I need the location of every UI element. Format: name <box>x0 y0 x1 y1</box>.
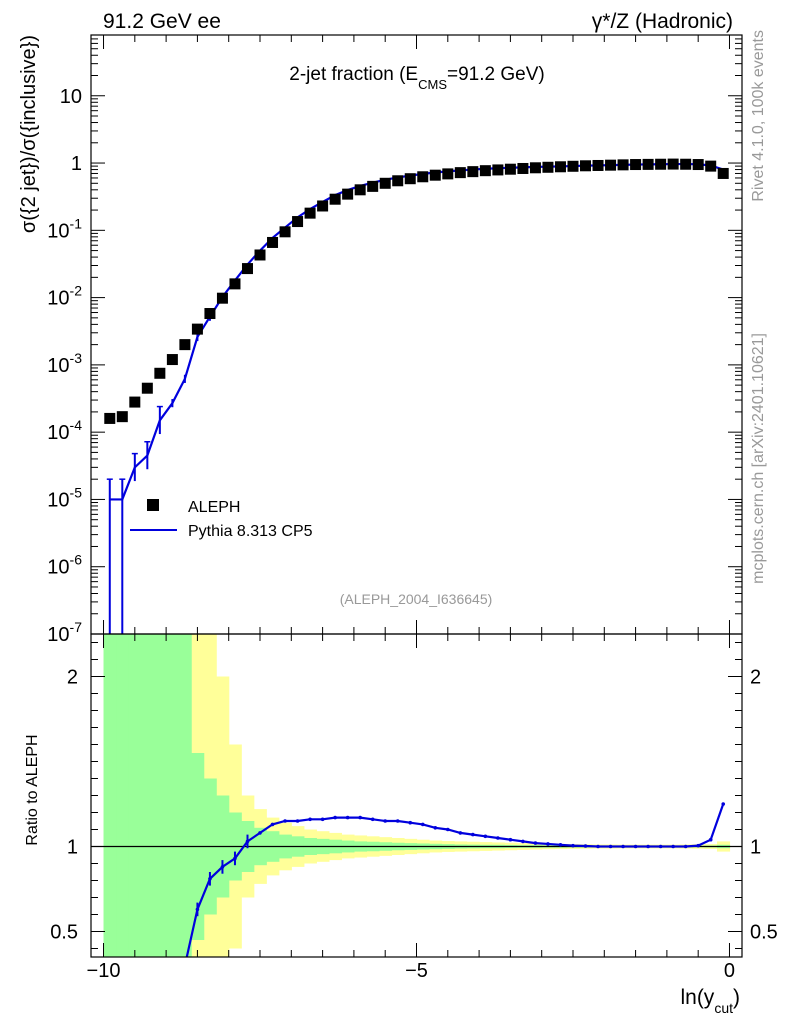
main-frame <box>90 34 743 635</box>
legend-pythia-label: Pythia 8.313 CP5 <box>188 523 313 540</box>
aleph-point <box>392 175 404 187</box>
rivet-version-label: Rivet 4.1.0, 100k events <box>750 30 767 202</box>
aleph-point <box>367 180 379 192</box>
aleph-point <box>354 184 366 196</box>
aleph-point <box>404 173 416 185</box>
y-tick-label: 10-1 <box>47 215 82 242</box>
aleph-point <box>116 411 128 423</box>
aleph-point <box>617 159 629 171</box>
aleph-point <box>479 165 491 177</box>
ratio-uncertainty-bands <box>103 634 731 957</box>
ratio-y-axis-label: Ratio to ALEPH <box>24 734 41 845</box>
aleph-point <box>379 177 391 189</box>
aleph-point <box>492 164 504 176</box>
ratio-y-tick-label-left: 2 <box>67 667 78 689</box>
aleph-point <box>317 200 329 212</box>
aleph-point <box>417 171 429 183</box>
x-axis-label: ln(ycut) <box>680 986 740 1016</box>
y-tick-label: 10-6 <box>47 552 82 579</box>
aleph-point <box>504 163 516 175</box>
axes: −10 −5 0 10-7 10-6 10-5 10-4 10-3 10-2 10-1 1 10 0.5… <box>47 34 778 982</box>
aleph-point <box>166 354 178 366</box>
y-tick-label: 1 <box>71 153 82 175</box>
aleph-point <box>129 396 141 408</box>
y-tick-label: 10 <box>60 86 82 108</box>
ratio-y-tick-label-right: 0.5 <box>750 922 778 944</box>
aleph-point <box>467 166 479 178</box>
legend-aleph-label: ALEPH <box>188 499 240 516</box>
aleph-point <box>605 159 617 171</box>
aleph-point <box>179 339 191 351</box>
aleph-point <box>216 292 228 304</box>
ratio-curve-group <box>185 802 726 957</box>
aleph-point <box>442 168 454 180</box>
aleph-point <box>241 263 253 275</box>
aleph-point <box>692 159 704 171</box>
aleph-point <box>580 160 592 172</box>
aleph-point <box>292 216 304 228</box>
y-tick-label: 10-4 <box>47 417 82 444</box>
x-tick-label: −5 <box>405 960 428 982</box>
y-tick-label: 10-3 <box>47 350 82 377</box>
aleph-point <box>279 226 291 238</box>
aleph-point <box>567 160 579 172</box>
header-left: 91.2 GeV ee <box>103 10 221 33</box>
aleph-point <box>267 236 279 248</box>
aleph-point <box>229 278 241 290</box>
aleph-point <box>717 167 729 179</box>
aleph-point <box>529 162 541 174</box>
aleph-point <box>191 323 203 335</box>
aleph-point <box>254 249 266 261</box>
aleph-point <box>667 158 679 170</box>
main-plot-group <box>104 158 729 634</box>
aleph-point <box>304 207 316 219</box>
x-tick-label: −10 <box>87 960 121 982</box>
main-series <box>104 158 729 634</box>
aleph-point <box>141 382 153 394</box>
ratio-band-inner-bin <box>103 634 117 957</box>
legend: ALEPH Pythia 8.313 CP5 <box>130 499 313 540</box>
ratio-band-inner-bin <box>178 634 192 957</box>
aleph-point <box>705 160 717 172</box>
aleph-point <box>542 161 554 173</box>
ratio-band-inner-bin <box>141 634 155 957</box>
y-tick-label: 10-5 <box>47 484 82 511</box>
ratio-series <box>185 802 726 957</box>
mcplots-source-label: mcplots.cern.ch [arXiv:2401.10621] <box>750 333 767 584</box>
aleph-point <box>104 412 116 424</box>
ratio-band-inner-bin <box>153 634 167 957</box>
aleph-point <box>454 167 466 179</box>
aleph-point <box>154 367 166 379</box>
ratio-y-tick-label-right: 1 <box>750 837 761 859</box>
aleph-point <box>204 308 216 320</box>
header-right: γ*/Z (Hadronic) <box>592 10 733 33</box>
x-tick-label: 0 <box>724 960 735 982</box>
main-title: 2-jet fraction (ECMS=91.2 GeV) <box>289 64 544 92</box>
aleph-point <box>342 188 354 200</box>
ratio-y-tick-label-left: 1 <box>67 837 78 859</box>
ratio-band-inner-bin <box>116 634 130 957</box>
main-y-axis-label: σ({2 jet})/σ({inclusive}) <box>18 35 40 233</box>
legend-aleph-marker <box>147 499 159 511</box>
analysis-tag: (ALEPH_2004_I636645) <box>340 591 493 607</box>
ratio-pythia-line <box>185 803 725 957</box>
aleph-point <box>329 193 341 205</box>
aleph-point <box>642 158 654 170</box>
ratio-band-inner-bin <box>166 634 180 957</box>
aleph-point <box>554 161 566 173</box>
aleph-point <box>517 162 529 174</box>
aleph-point <box>429 169 441 181</box>
aleph-point <box>630 159 642 171</box>
aleph-point <box>655 158 667 170</box>
y-tick-label: 10-7 <box>47 619 82 646</box>
ratio-y-tick-label-right: 2 <box>750 667 761 689</box>
aleph-point <box>680 158 692 170</box>
ratio-y-tick-label-left: 0.5 <box>50 922 78 944</box>
aleph-point <box>592 159 604 171</box>
y-tick-label: 10-2 <box>47 283 82 310</box>
ratio-band-inner-bin <box>128 634 142 957</box>
